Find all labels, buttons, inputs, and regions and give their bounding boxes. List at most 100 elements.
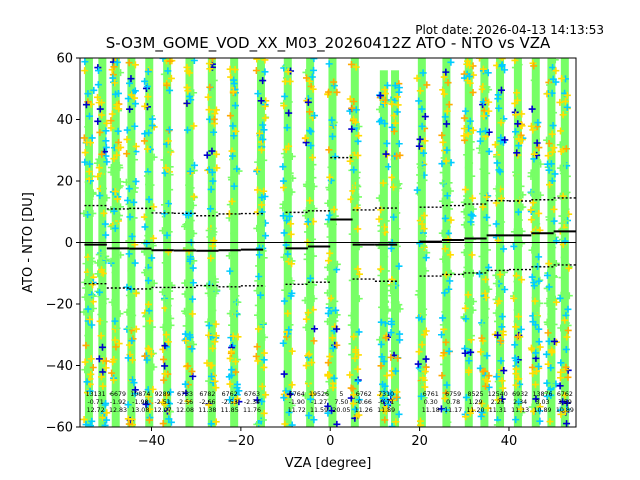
scatter-point [447, 187, 455, 195]
scatter-point [110, 376, 118, 384]
scatter-point [88, 291, 96, 299]
scatter-point [188, 310, 196, 318]
scatter-point [254, 357, 262, 365]
scatter-point [492, 309, 500, 317]
scatter-point [309, 85, 317, 93]
scatter-point [125, 59, 133, 67]
scatter-point [206, 65, 214, 73]
scatter-point [132, 289, 140, 297]
scatter-point [143, 82, 151, 90]
scatter-point [207, 185, 215, 193]
scatter-point [129, 356, 136, 364]
scatter-point [496, 175, 504, 183]
scatter-point [305, 411, 313, 419]
scatter-point [126, 105, 134, 113]
scatter-point [498, 62, 506, 70]
scatter-point [128, 337, 136, 345]
scatter-point [439, 169, 447, 177]
scatter-point [479, 368, 487, 376]
scatter-point [159, 323, 167, 331]
scatter-point [545, 139, 553, 147]
scatter-point [544, 160, 552, 168]
scatter-point [467, 348, 475, 356]
scatter-point [87, 370, 95, 378]
scatter-point [324, 199, 332, 207]
scatter-point [80, 209, 88, 217]
scatter-point [113, 324, 121, 332]
scatter-point [482, 267, 490, 275]
scatter-point [261, 232, 269, 240]
scatter-point [164, 200, 172, 208]
scatter-column [279, 58, 297, 427]
scatter-column [375, 70, 393, 427]
scatter-point [422, 355, 430, 363]
scatter-point [535, 209, 543, 217]
scatter-point [437, 405, 445, 413]
scatter-point [355, 411, 363, 419]
scatter-point [131, 184, 139, 192]
x-axis-ticks: −40 −20 0 20 40 [138, 427, 517, 449]
scatter-point [260, 409, 268, 417]
scatter-point [129, 149, 137, 157]
scatter-point [384, 163, 392, 171]
scatter-point [333, 325, 341, 333]
scatter-point [534, 119, 542, 127]
scatter-point [514, 375, 522, 383]
scatter-point [261, 58, 269, 64]
scatter-point [226, 396, 234, 404]
scatter-point [282, 153, 290, 161]
scatter-point [82, 284, 90, 292]
scatter-point [481, 314, 489, 322]
scatter-point [565, 264, 573, 272]
scatter-point [186, 156, 194, 164]
scatter-column [387, 70, 404, 427]
scatter-point [325, 378, 333, 386]
scatter-point [117, 251, 125, 259]
stats-count: 13876 [532, 391, 552, 398]
scatter-point [286, 321, 294, 329]
scatter-point [150, 363, 158, 371]
scatter-point [442, 389, 450, 397]
scatter-point [468, 194, 476, 202]
scatter-point [324, 318, 332, 326]
scatter-point [381, 86, 389, 94]
stats-std: 12.83 [109, 407, 127, 414]
scatter-point [378, 353, 386, 361]
stats-count: 8525 [467, 391, 483, 398]
scatter-point [355, 270, 363, 278]
scatter-point [280, 150, 288, 158]
scatter-point [230, 132, 238, 140]
scatter-point [132, 325, 140, 333]
scatter-point [280, 253, 288, 261]
scatter-point [460, 208, 468, 216]
scatter-point [279, 204, 287, 212]
scatter-point [552, 259, 560, 267]
scatter-point [557, 410, 565, 418]
scatter-point [501, 285, 509, 293]
scatter-point [481, 283, 489, 291]
scatter-point [515, 135, 523, 143]
scatter-point [346, 95, 354, 103]
scatter-point [100, 185, 108, 193]
scatter-point [377, 265, 385, 273]
scatter-point [479, 65, 487, 73]
scatter-point [556, 382, 564, 390]
scatter-point [563, 91, 571, 99]
scatter-point [162, 164, 170, 172]
scatter-point [498, 323, 506, 331]
scatter-column [158, 58, 176, 427]
scatter-point [205, 377, 213, 385]
stats-std: 20.05 [332, 407, 350, 414]
scatter-point [257, 281, 265, 289]
scatter-point [497, 337, 505, 345]
scatter-point [285, 98, 293, 106]
scatter-point [415, 97, 423, 105]
scatter-point [382, 150, 390, 158]
scatter-point [230, 160, 238, 168]
scatter-point [99, 382, 107, 390]
scatter-point [493, 153, 501, 161]
scatter-point [99, 249, 107, 257]
